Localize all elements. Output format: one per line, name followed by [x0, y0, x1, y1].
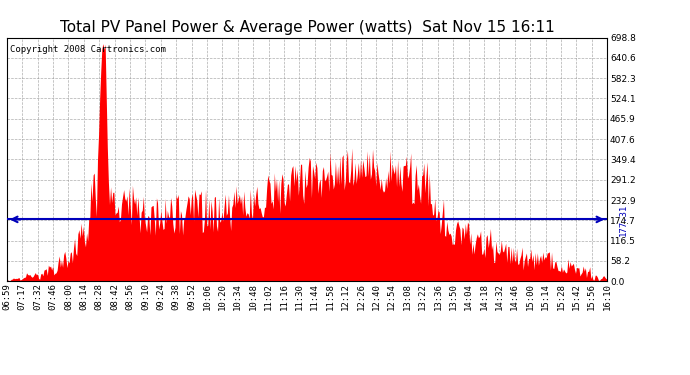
Text: Copyright 2008 Cartronics.com: Copyright 2008 Cartronics.com	[10, 45, 166, 54]
Text: 177.31: 177.31	[619, 203, 628, 236]
Title: Total PV Panel Power & Average Power (watts)  Sat Nov 15 16:11: Total PV Panel Power & Average Power (wa…	[59, 20, 555, 35]
